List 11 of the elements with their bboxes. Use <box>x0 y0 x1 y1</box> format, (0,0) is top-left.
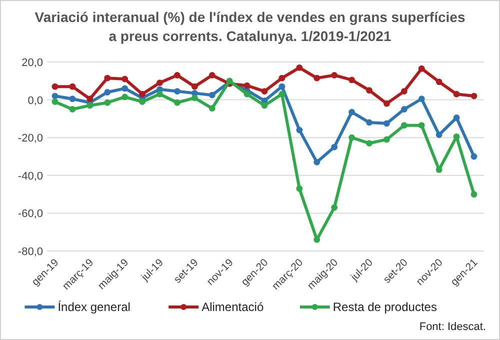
y-tick-label: -80,0 <box>18 246 43 258</box>
legend-label: Alimentació <box>202 300 264 314</box>
legend-label: Resta de productes <box>332 300 437 314</box>
y-tick-label: -40,0 <box>18 170 43 182</box>
text: Font: Idescat. <box>419 321 486 333</box>
y-tick-label: 20,0 <box>22 57 43 69</box>
y-tick-label: -60,0 <box>18 208 43 220</box>
y-tick-label: -20,0 <box>18 132 43 145</box>
legend-label: Índex general <box>58 300 130 314</box>
chart-title: Variació interanual (%) de l'índex de vendes en grans superfícies a preus corrents. Catalunya. 1/2019-1/2021 <box>34 9 466 44</box>
y-tick-label: 0,0 <box>28 94 43 107</box>
